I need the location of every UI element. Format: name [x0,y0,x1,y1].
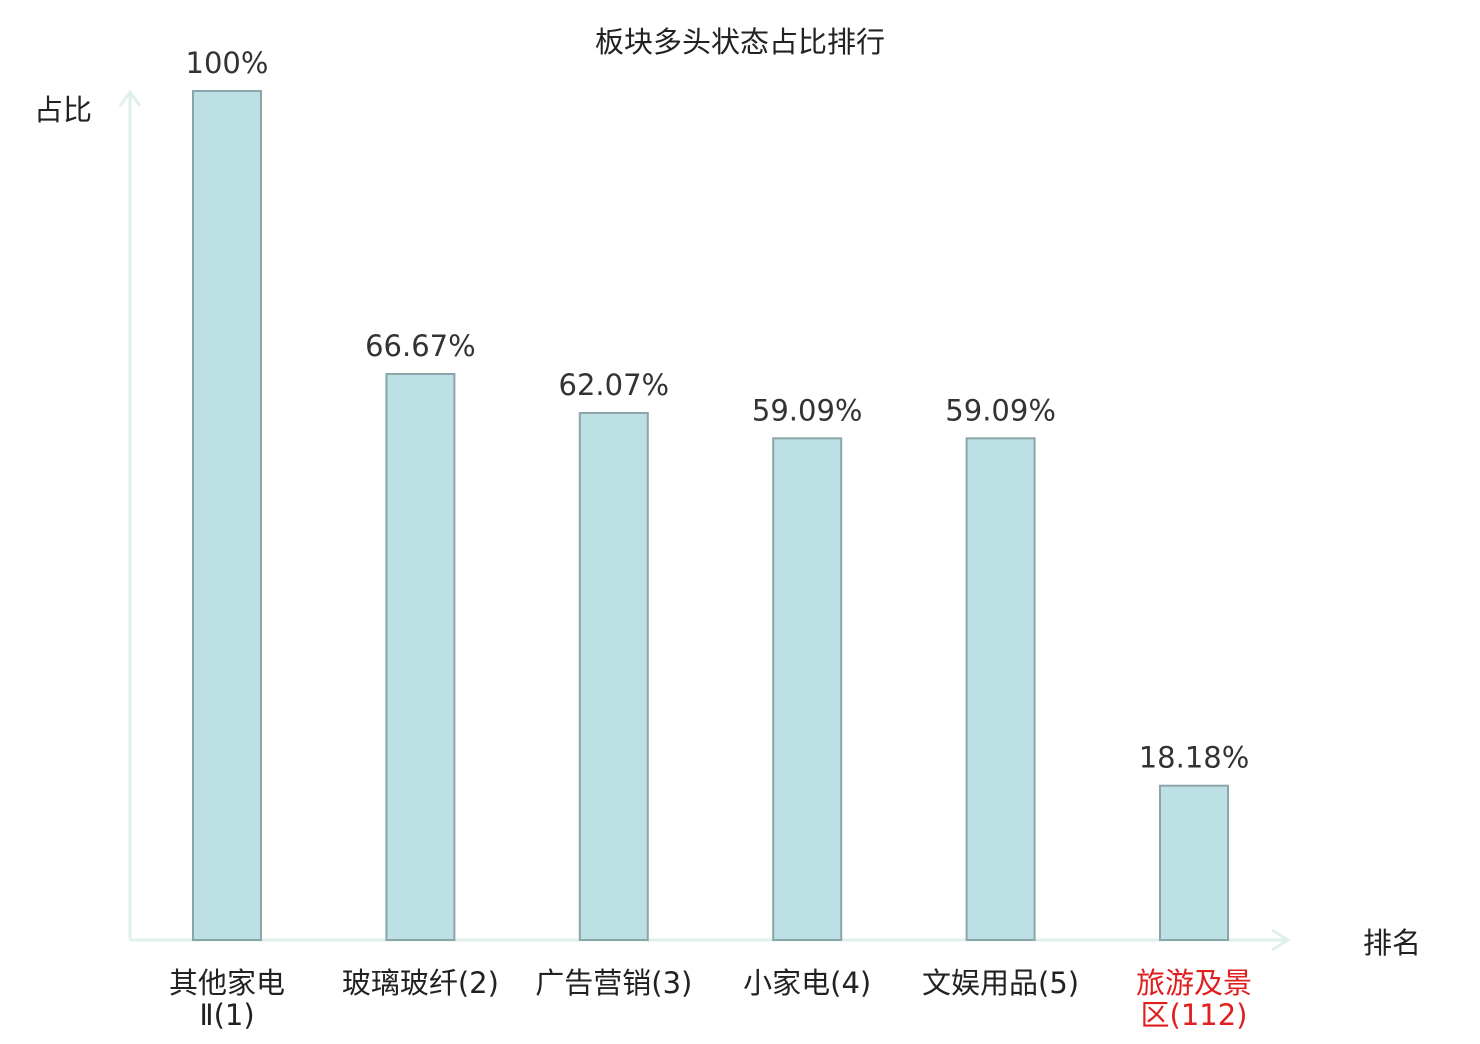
bar-value-label: 66.67% [365,329,476,363]
axes [118,89,1291,952]
bar [192,90,262,941]
category-label: 其他家电 [169,966,285,1000]
category-label: 玻璃玻纤(2) [342,966,499,1000]
bars [192,90,1229,942]
bar [965,437,1036,941]
chart-title: 板块多头状态占比排行 [595,25,885,59]
category-label-line2: Ⅱ(1) [199,998,254,1032]
category-label: 旅游及景 [1136,966,1252,1000]
bar-value-label: 100% [186,46,269,80]
category-label: 小家电(4) [743,966,871,1000]
bar-value-label: 59.09% [945,393,1056,427]
bar-value-label: 59.09% [752,393,863,427]
bar [385,373,456,941]
y-axis-label: 占比 [34,93,92,127]
bar-value-label: 62.07% [559,368,670,402]
bar [772,437,843,941]
y-axis-arrow [118,89,142,107]
bar [1159,784,1229,942]
bar [578,412,649,941]
value-labels: 100% 66.67% 62.07% 59.09% 59.09% 18.18% [186,46,1250,775]
category-label-line2: 区(112) [1141,998,1248,1032]
x-axis-label: 排名 [1363,926,1421,960]
x-axis-arrow [1271,928,1291,952]
category-label: 文娱用品(5) [922,966,1079,1000]
category-label: 广告营销(3) [535,966,692,1000]
bar-value-label: 18.18% [1139,741,1250,775]
